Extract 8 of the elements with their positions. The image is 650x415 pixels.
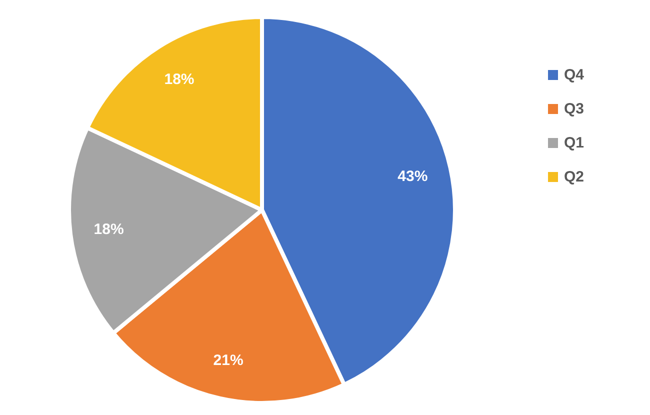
- legend-label: Q2: [564, 168, 584, 186]
- legend-label: Q4: [564, 66, 585, 84]
- data-label: 21%: [213, 352, 244, 370]
- data-label: 18%: [94, 220, 124, 238]
- data-label: 43%: [398, 168, 428, 185]
- legend-label: Q1: [564, 134, 584, 152]
- data-label: 18%: [164, 71, 194, 88]
- legend-label: Q3: [564, 100, 584, 118]
